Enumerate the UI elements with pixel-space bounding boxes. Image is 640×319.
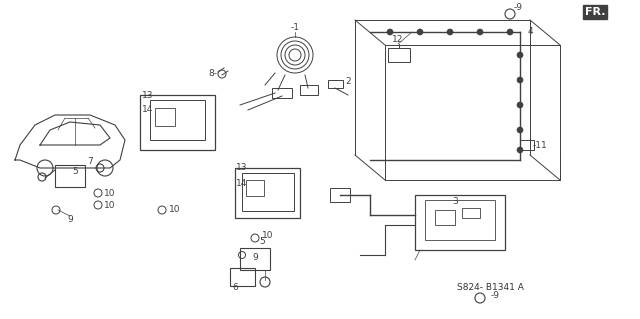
Circle shape	[517, 52, 523, 58]
Text: -9: -9	[490, 292, 499, 300]
Text: 5: 5	[72, 167, 78, 176]
Bar	[330, 188, 350, 202]
Text: -1: -1	[291, 24, 300, 33]
Circle shape	[517, 147, 523, 153]
Text: 5: 5	[259, 238, 265, 247]
Bar	[150, 100, 205, 140]
Text: 10: 10	[169, 205, 180, 214]
Circle shape	[417, 29, 423, 35]
Text: -11: -11	[532, 140, 547, 150]
Circle shape	[477, 29, 483, 35]
Circle shape	[517, 127, 523, 133]
Text: 13: 13	[236, 164, 248, 173]
Text: 7: 7	[87, 158, 93, 167]
Text: 10: 10	[104, 189, 116, 197]
Text: 3: 3	[452, 197, 458, 206]
Bar	[240, 248, 270, 270]
Bar	[272, 88, 292, 98]
Circle shape	[507, 29, 513, 35]
Bar	[242, 173, 294, 211]
Bar	[328, 80, 343, 88]
Text: 2: 2	[345, 78, 351, 86]
Bar	[246, 180, 264, 196]
Text: 12: 12	[392, 35, 404, 44]
Circle shape	[387, 29, 393, 35]
Bar	[230, 268, 255, 286]
Text: 9: 9	[67, 216, 73, 225]
Circle shape	[447, 29, 453, 35]
Text: 10: 10	[104, 201, 116, 210]
Bar	[235, 168, 300, 218]
Bar	[462, 208, 480, 218]
Bar	[425, 200, 495, 240]
Bar	[155, 108, 175, 126]
Text: 4: 4	[527, 27, 533, 36]
Text: 9: 9	[252, 253, 258, 262]
Text: 13: 13	[142, 91, 154, 100]
Bar	[435, 210, 455, 225]
Text: 6: 6	[232, 284, 238, 293]
Bar	[55, 165, 85, 187]
Text: 10: 10	[262, 231, 274, 240]
Bar	[300, 85, 318, 95]
Text: 14: 14	[236, 179, 248, 188]
Bar	[388, 48, 410, 62]
Text: -9: -9	[513, 4, 522, 12]
Text: S824- B1341 A: S824- B1341 A	[456, 284, 524, 293]
Circle shape	[517, 77, 523, 83]
Text: FR.: FR.	[585, 7, 605, 17]
Circle shape	[517, 102, 523, 108]
Bar	[140, 95, 215, 150]
Text: 14: 14	[142, 106, 154, 115]
Bar	[415, 195, 505, 250]
Bar	[520, 140, 534, 150]
Text: FR.: FR.	[585, 7, 605, 17]
Text: 8-: 8-	[209, 69, 218, 78]
